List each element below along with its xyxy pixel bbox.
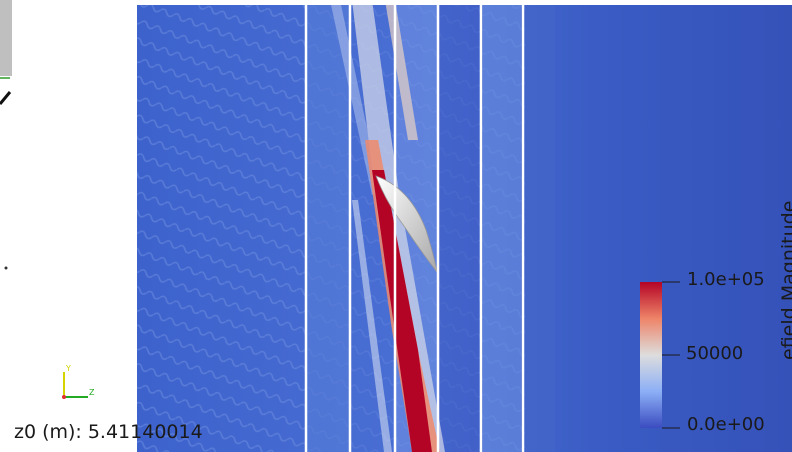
colorbar-tick-mid: 50000 [686,343,744,364]
left-background [0,0,137,452]
colorbar-title: efield Magnitude [778,200,792,360]
colorbar-tick-max: 1.0e+05 [687,269,765,290]
field-column-4 [439,0,479,452]
colorbar[interactable] [640,282,662,428]
axis-y-label: Y [66,364,71,373]
beam-halo [352,0,445,452]
partial-object-outline [0,0,12,270]
colorbar-ticks [662,281,680,429]
field-column-6 [525,0,555,452]
top-edge [137,0,792,5]
beam-edge [352,200,392,452]
field-column-5 [483,0,521,452]
orientation-axes[interactable] [62,372,88,399]
region-dividers [304,0,525,452]
interference-pattern [137,0,307,452]
field-column-1 [307,0,349,452]
colorbar-tick-min: 0.0e+00 [687,414,765,435]
z0-readout: z0 (m): 5.41140014 [14,421,203,443]
z0-label: z0 (m): [14,421,82,443]
axis-z-label: Z [89,388,95,397]
beam-core [372,170,432,452]
axis-x-dot [62,395,66,399]
z0-value: 5.41140014 [87,421,203,443]
beam-top [385,0,418,140]
